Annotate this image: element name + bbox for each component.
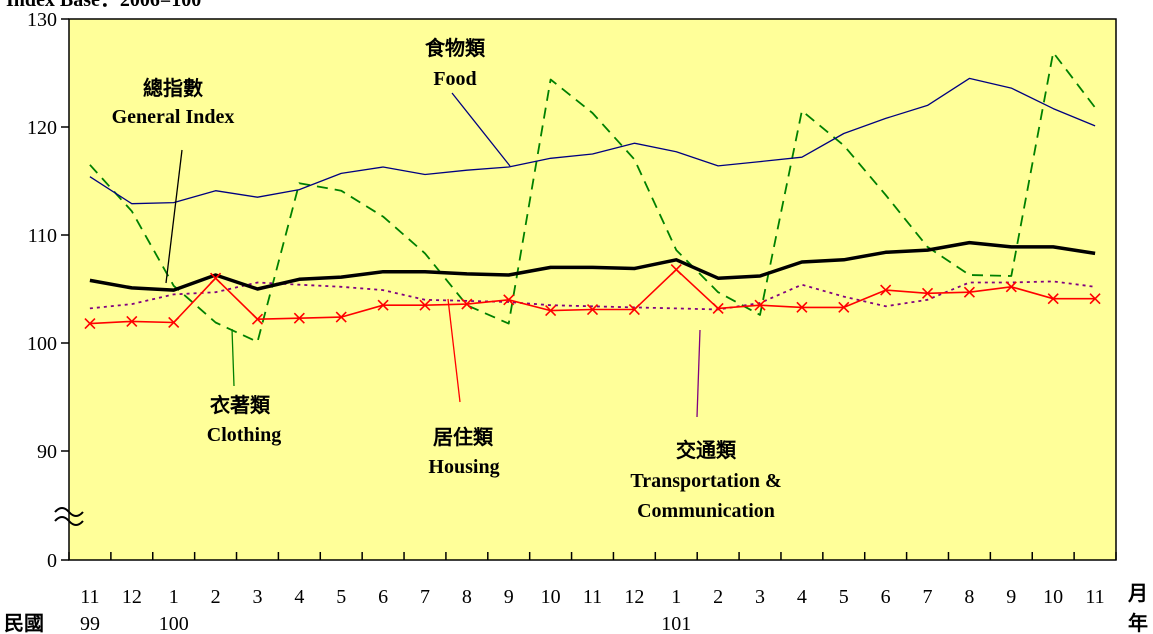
year-label: 100 bbox=[159, 613, 189, 634]
series-label-en2-transport: Communication bbox=[637, 500, 775, 522]
data-point-housing bbox=[293, 312, 305, 324]
data-point-housing bbox=[251, 313, 264, 325]
month-unit-label: 月 bbox=[1127, 583, 1148, 605]
axis-break-mark bbox=[54, 507, 84, 517]
era-label: 民國 bbox=[4, 613, 44, 634]
y-tick-label: 100 bbox=[27, 333, 57, 355]
x-tick-label: 3 bbox=[252, 586, 262, 608]
data-point-housing bbox=[670, 263, 682, 276]
data-point-housing bbox=[628, 303, 640, 316]
series-line-clothing bbox=[89, 51, 1096, 343]
series-line-general bbox=[89, 240, 1096, 292]
x-tick-label: 1 bbox=[169, 586, 179, 608]
x-tick-label: 4 bbox=[294, 586, 304, 608]
x-tick-label: 12 bbox=[122, 586, 142, 608]
x-tick-label: 6 bbox=[378, 586, 388, 608]
series-label-en-clothing: Clothing bbox=[207, 424, 281, 446]
x-tick-label: 8 bbox=[964, 586, 974, 608]
callout-line-housing bbox=[447, 298, 461, 403]
series-label-zh-food: 食物類 bbox=[425, 36, 486, 60]
x-tick-label: 4 bbox=[797, 586, 807, 608]
series-label-en-transport: Transportation & bbox=[630, 470, 781, 492]
x-tick-label: 11 bbox=[1085, 586, 1104, 608]
data-point-housing bbox=[210, 272, 222, 284]
data-point-housing bbox=[1047, 293, 1059, 305]
y-tick-label: 0 bbox=[47, 550, 57, 572]
plot-area bbox=[68, 18, 1117, 561]
data-point-housing bbox=[126, 315, 138, 327]
y-tick-label: 120 bbox=[27, 117, 57, 139]
data-point-housing bbox=[586, 303, 599, 316]
x-tick-label: 10 bbox=[541, 586, 561, 608]
data-point-housing bbox=[335, 311, 347, 323]
x-tick-label: 10 bbox=[1043, 586, 1063, 608]
x-tick-label: 3 bbox=[755, 586, 765, 608]
data-point-housing bbox=[796, 301, 808, 313]
series-label-zh-clothing: 衣著類 bbox=[210, 393, 271, 417]
data-point-housing bbox=[880, 284, 892, 296]
data-point-housing bbox=[838, 301, 850, 313]
series-label-en-general: General Index bbox=[112, 106, 235, 128]
x-tick-label: 2 bbox=[713, 586, 723, 608]
data-point-housing bbox=[503, 294, 515, 306]
year-unit-label: 年 bbox=[1128, 611, 1148, 634]
year-label: 99 bbox=[80, 613, 100, 634]
data-point-housing bbox=[1005, 281, 1017, 293]
series-label-zh-housing: 居住類 bbox=[433, 425, 494, 449]
callout-line-food bbox=[451, 92, 511, 167]
data-point-housing bbox=[377, 299, 389, 311]
x-tick-label: 7 bbox=[923, 586, 933, 608]
year-label: 101 bbox=[661, 613, 691, 634]
data-point-housing bbox=[963, 286, 975, 298]
y-tick-label: 130 bbox=[27, 9, 57, 31]
x-tick-label: 2 bbox=[211, 586, 221, 608]
x-tick-label: 12 bbox=[624, 586, 644, 608]
x-tick-label: 5 bbox=[336, 586, 346, 608]
y-tick-label: 90 bbox=[37, 441, 57, 463]
x-tick-label: 7 bbox=[420, 586, 430, 608]
data-point-housing bbox=[1089, 293, 1101, 305]
x-tick-label: 9 bbox=[504, 586, 514, 608]
callout-line-transport bbox=[696, 329, 701, 418]
x-tick-label: 8 bbox=[462, 586, 472, 608]
callout-line-clothing bbox=[231, 328, 235, 387]
y-axis-title: Index Base：2006=100 bbox=[6, 0, 201, 11]
x-tick-label: 6 bbox=[881, 586, 891, 608]
x-tick-label: 1 bbox=[671, 586, 681, 608]
series-label-en-food: Food bbox=[433, 68, 476, 90]
data-point-housing bbox=[461, 298, 473, 310]
x-tick-label: 5 bbox=[839, 586, 849, 608]
axis-break-mark bbox=[54, 516, 84, 526]
data-point-housing bbox=[84, 317, 96, 330]
x-tick-label: 11 bbox=[583, 586, 602, 608]
x-tick-label: 9 bbox=[1006, 586, 1016, 608]
series-label-zh-transport: 交通類 bbox=[676, 438, 737, 462]
y-tick-label: 110 bbox=[28, 225, 57, 247]
series-line-transport bbox=[89, 280, 1096, 311]
series-label-en-housing: Housing bbox=[428, 456, 499, 478]
data-point-housing bbox=[921, 287, 934, 299]
data-point-housing bbox=[754, 299, 766, 311]
series-label-zh-general: 總指數 bbox=[143, 76, 203, 100]
data-point-housing bbox=[168, 316, 180, 329]
data-point-housing bbox=[712, 302, 724, 315]
data-point-housing bbox=[419, 299, 431, 311]
callout-line-general bbox=[165, 149, 183, 284]
series-line-food bbox=[89, 77, 1096, 205]
x-tick-label: 11 bbox=[80, 586, 99, 608]
data-point-housing bbox=[545, 305, 557, 317]
